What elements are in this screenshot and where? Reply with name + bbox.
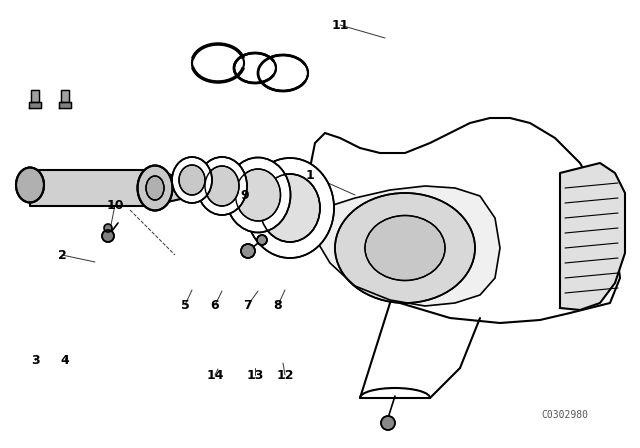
Ellipse shape — [234, 53, 276, 83]
Polygon shape — [310, 118, 620, 323]
Ellipse shape — [197, 157, 247, 215]
Polygon shape — [29, 102, 41, 108]
Polygon shape — [30, 170, 190, 206]
Ellipse shape — [192, 44, 244, 82]
Text: 8: 8 — [274, 298, 282, 311]
Ellipse shape — [179, 165, 205, 195]
Text: 9: 9 — [241, 189, 250, 202]
Circle shape — [241, 244, 255, 258]
Circle shape — [104, 224, 112, 232]
Ellipse shape — [225, 158, 291, 233]
Ellipse shape — [172, 157, 212, 203]
Polygon shape — [61, 90, 69, 102]
Ellipse shape — [260, 174, 320, 242]
Circle shape — [257, 235, 267, 245]
Ellipse shape — [365, 215, 445, 280]
Ellipse shape — [16, 168, 44, 202]
Text: 5: 5 — [180, 298, 189, 311]
Text: 14: 14 — [206, 369, 224, 382]
Text: 11: 11 — [332, 18, 349, 31]
Text: 10: 10 — [106, 198, 124, 211]
Ellipse shape — [246, 158, 334, 258]
Text: 13: 13 — [246, 369, 264, 382]
Text: 7: 7 — [244, 298, 252, 311]
Ellipse shape — [146, 176, 164, 200]
Ellipse shape — [205, 166, 239, 206]
Ellipse shape — [335, 193, 475, 303]
Polygon shape — [59, 102, 71, 108]
Text: 6: 6 — [211, 298, 220, 311]
Polygon shape — [560, 163, 625, 310]
Text: C0302980: C0302980 — [541, 410, 589, 420]
Ellipse shape — [236, 169, 280, 221]
Polygon shape — [31, 90, 39, 102]
Ellipse shape — [138, 165, 173, 211]
Text: 2: 2 — [58, 249, 67, 262]
Text: 4: 4 — [61, 353, 69, 366]
Circle shape — [102, 230, 114, 242]
Text: 1: 1 — [306, 168, 314, 181]
Text: 12: 12 — [276, 369, 294, 382]
Ellipse shape — [258, 55, 308, 91]
Circle shape — [381, 416, 395, 430]
Text: 3: 3 — [31, 353, 39, 366]
Polygon shape — [310, 186, 500, 306]
